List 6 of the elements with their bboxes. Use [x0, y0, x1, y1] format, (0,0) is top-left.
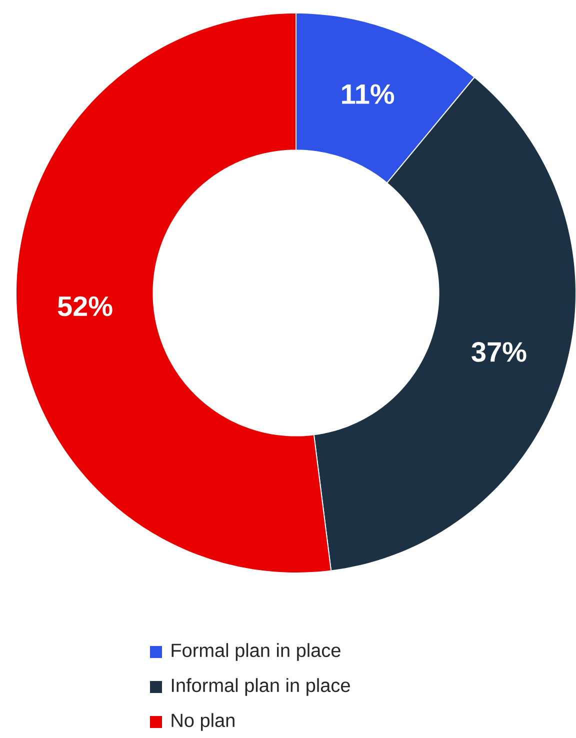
legend-label: Informal plan in place: [172, 678, 350, 696]
data-label: 52%: [58, 296, 112, 316]
data-label: 11%: [342, 84, 394, 104]
data-label: 37%: [471, 342, 526, 362]
legend-label: Formal plan in place: [172, 643, 340, 661]
legend-label: No plan: [172, 713, 234, 731]
